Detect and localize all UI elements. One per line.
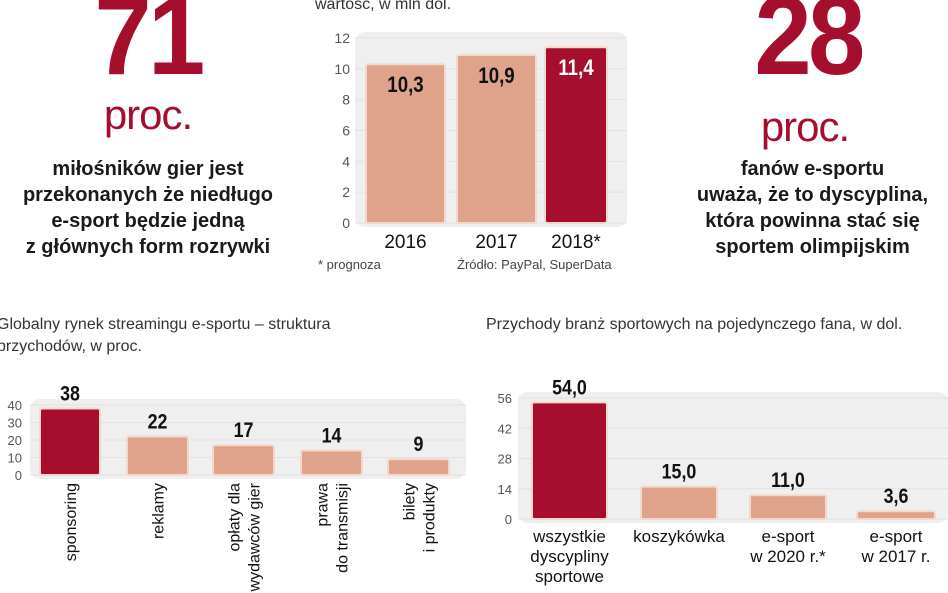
y-tick-label: 56 — [498, 391, 512, 406]
x-category-label: w 2017 r. — [861, 547, 931, 566]
chart1-footnote: * prognoza — [318, 257, 381, 272]
chart1-title: wartość, w mln dol. — [315, 0, 452, 13]
stat-line: przekonanych że niedługo — [22, 184, 274, 206]
data-label: 3,6 — [884, 485, 909, 509]
bar — [544, 46, 608, 224]
y-tick-label: 20 — [8, 433, 22, 448]
y-tick-label: 40 — [8, 398, 22, 413]
bar — [212, 444, 275, 476]
stat-line: z głównych form rozrywki — [25, 236, 271, 258]
y-tick-label: 10 — [8, 451, 22, 466]
data-label: 9 — [414, 433, 424, 457]
x-category-label: 2017 — [475, 232, 517, 253]
x-category-label: do transmisji — [335, 483, 352, 573]
x-category-label: sportowe — [535, 567, 604, 586]
stat-line: sportem olimpijskim — [715, 236, 910, 258]
data-label: 10,3 — [387, 74, 423, 98]
y-tick-label: 0 — [15, 468, 22, 483]
chart2-title: Globalny rynek streamingu e-sportu – str… — [0, 316, 331, 355]
right-stat-unit: proc. — [760, 103, 850, 150]
x-category-label: reklamy — [151, 483, 168, 539]
x-category-label: dyscypliny — [530, 547, 609, 566]
x-category-label: koszykówka — [633, 527, 725, 546]
bar — [531, 401, 608, 521]
data-label: 11,4 — [558, 57, 594, 81]
y-tick-label: 0 — [505, 512, 512, 527]
stat-line: która powinna stać się — [705, 210, 920, 232]
bar — [300, 449, 363, 476]
x-category-label: wszystkie — [532, 527, 606, 546]
y-tick-label: 12 — [334, 30, 350, 46]
x-category-label: i produkty — [422, 483, 439, 552]
right-stat-number: 28 — [754, 0, 865, 98]
bar — [365, 63, 446, 225]
y-tick-label: 30 — [8, 416, 22, 431]
y-tick-label: 8 — [342, 92, 350, 108]
data-label: 11,0 — [771, 469, 805, 493]
bar — [749, 494, 827, 520]
x-category-label: 2018* — [551, 232, 601, 253]
bar — [39, 407, 101, 476]
left-stat-text: miłośników gier jest przekonanych że nie… — [0, 156, 296, 260]
data-label: 14 — [322, 424, 342, 448]
y-tick-label: 28 — [498, 452, 512, 467]
chart-streaming-structure: 0 10 20 30 40 38 sponsoring 22 reklamy 17 opłaty d… — [8, 382, 466, 592]
bar — [856, 510, 936, 521]
data-label: 10,9 — [478, 65, 514, 89]
data-label: 17 — [234, 419, 254, 443]
y-tick-label: 14 — [498, 482, 512, 497]
x-category-label: prawa — [315, 483, 332, 527]
x-category-label: opłaty dla — [227, 483, 244, 552]
chart1-source: Źródło: PayPal, SuperData — [457, 257, 612, 272]
y-tick-label: 4 — [342, 153, 350, 169]
y-tick-label: 6 — [342, 123, 350, 139]
bar — [387, 458, 450, 476]
chart3-title: Przychody branż sportowych na pojedyncze… — [486, 316, 903, 333]
y-tick-label: 10 — [334, 61, 350, 77]
stat-line: uważa, że to dyscyplina, — [696, 184, 929, 206]
data-label: 15,0 — [662, 460, 697, 484]
x-category-label: wydawców gier — [247, 482, 264, 592]
chart-revenue-per-fan: 0 14 28 42 56 54,0 wszystkiedyscyplinysportowe… — [498, 376, 948, 586]
bar — [126, 435, 189, 476]
right-stat-text: fanów e-sportu uważa, że to dyscyplina, … — [675, 156, 948, 260]
y-tick-label: 2 — [342, 184, 350, 200]
y-tick-label: 42 — [498, 421, 512, 436]
x-category-label: e-sport — [762, 527, 815, 546]
data-label: 54,0 — [552, 376, 587, 400]
y-tick-label: 0 — [342, 215, 350, 231]
x-category-label: bilety — [402, 483, 419, 520]
data-label: 38 — [60, 382, 80, 406]
data-label: 22 — [148, 410, 168, 434]
bar — [640, 485, 718, 520]
chart-revenue-value: 0 2 4 6 8 10 12 10,3 2016 10,9 2017 11,4 2018* — [334, 30, 627, 253]
stat-line: e-sport będzie jedną — [51, 210, 245, 232]
x-category-label: 2016 — [384, 232, 426, 253]
x-category-label: w 2020 r.* — [749, 547, 826, 566]
stat-line: fanów e-sportu — [740, 158, 885, 180]
stat-line: miłośników gier jest — [52, 158, 244, 180]
left-stat-number: 71 — [94, 0, 205, 98]
x-category-label: sponsoring — [63, 483, 80, 561]
x-category-label: e-sport — [870, 527, 923, 546]
plot-background — [518, 392, 948, 523]
bar — [456, 53, 537, 225]
left-stat-unit: proc. — [103, 91, 193, 138]
